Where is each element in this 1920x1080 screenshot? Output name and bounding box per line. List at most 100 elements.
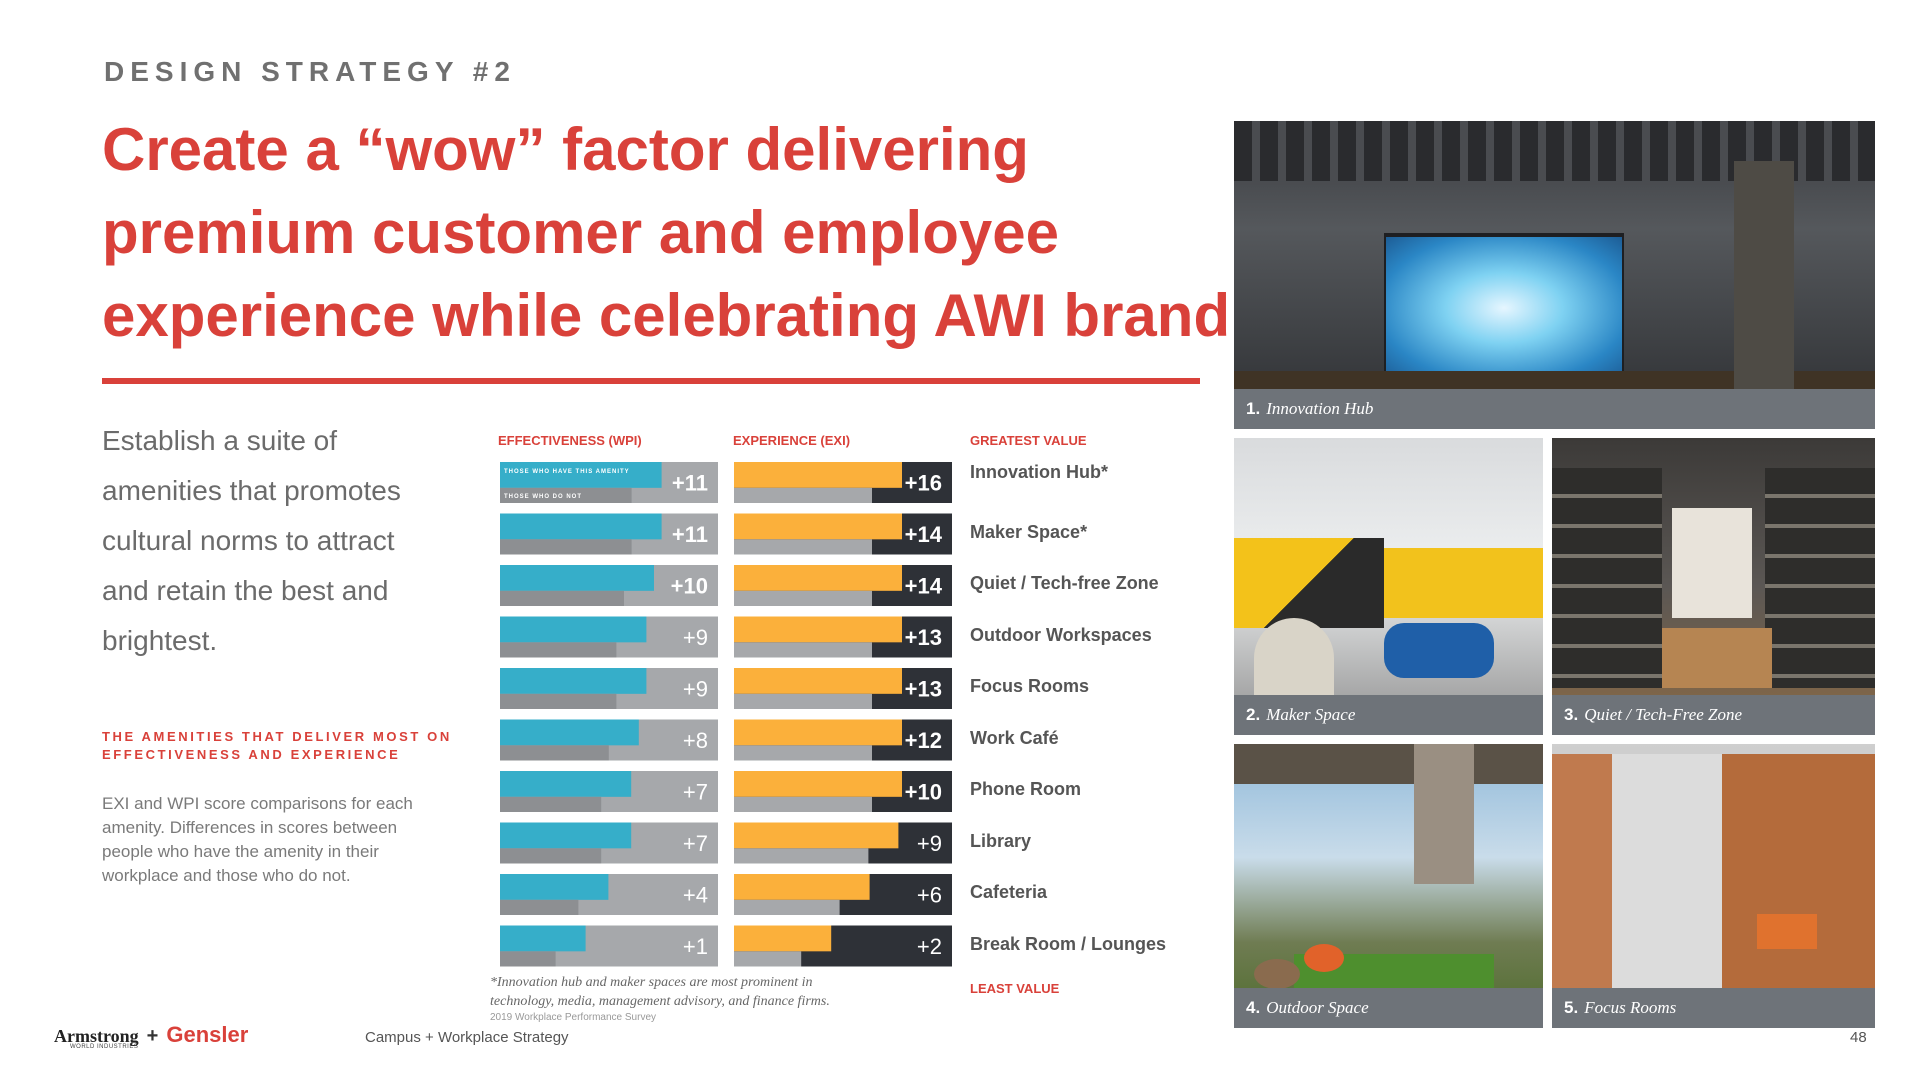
description-line: workplace and those who do not.: [102, 866, 351, 885]
amenity-score-chart: +11 THOSE WHO HAVE THIS AMENITY THOSE WHO …: [500, 462, 952, 967]
wpi-value-label: +1: [683, 934, 708, 959]
page-number: 48: [1850, 1029, 1867, 1046]
photo-maker-space: 2. Maker Space: [1234, 438, 1543, 735]
wpi-bar-not: [500, 848, 602, 864]
exi-bar-have: [734, 925, 832, 952]
armstrong-logo-subtext: WORLD INDUSTRIES: [70, 1044, 139, 1050]
wpi-value-label: +11: [672, 471, 708, 496]
amenity-label: Phone Room: [970, 779, 1081, 799]
chart-footnote: *Innovation hub and maker spaces are mos…: [490, 973, 930, 1011]
intro-line: and retain the best and: [102, 575, 389, 606]
wpi-value-label: +7: [683, 780, 708, 805]
exi-bar-not: [734, 590, 872, 606]
exi-value-label: +13: [905, 625, 942, 650]
amenity-label: Library: [970, 830, 1032, 851]
wpi-bar-not: [500, 796, 602, 812]
wpi-bar-have: [500, 565, 654, 591]
description-line: EXI and WPI score comparisons for each: [102, 794, 413, 813]
wpi-bar-not: [500, 899, 579, 915]
greatest-value-label: GREATEST VALUE: [970, 433, 1087, 448]
footer-label: Campus + Workplace Strategy: [365, 1029, 569, 1046]
amenities-subheading: THE AMENITIES THAT DELIVER MOST ON EFFEC…: [102, 728, 462, 764]
intro-line: amenities that promotes: [102, 475, 401, 506]
exi-bar-not: [734, 951, 802, 967]
wpi-bar-not: [500, 693, 617, 709]
cork-wall-left: [1552, 754, 1612, 994]
intro-text: Establish a suite of amenities that prom…: [102, 416, 452, 666]
building: [1414, 744, 1474, 884]
wpi-value-label: +9: [683, 625, 708, 650]
exi-bar-have: [734, 616, 902, 643]
headline: Create a “wow” factor delivering premium…: [102, 108, 1230, 357]
wpi-bar-not: [500, 951, 556, 967]
footnote-line: technology, media, management advisory, …: [490, 994, 830, 1009]
back-wall: [1672, 508, 1752, 618]
armstrong-logo: Armstrong: [54, 1026, 139, 1046]
wpi-bar-have: [500, 874, 609, 900]
logo-plus: +: [146, 1025, 159, 1047]
orange-seat: [1304, 944, 1344, 972]
wpi-column-heading: EFFECTIVENESS (WPI): [498, 433, 642, 448]
amenity-label: Cafeteria: [970, 882, 1048, 902]
exi-bar-not: [734, 642, 872, 658]
wpi-value-label: +10: [671, 574, 708, 599]
wpi-bar-not: [500, 487, 632, 503]
survey-source: 2019 Workplace Performance Survey: [490, 1012, 657, 1023]
exi-value-label: +16: [905, 471, 942, 496]
subheading-line: EFFECTIVENESS AND EXPERIENCE: [102, 747, 401, 762]
wpi-value-label: +4: [683, 883, 708, 908]
exi-bar-have: [734, 719, 902, 746]
exi-column-heading: EXPERIENCE (EXI): [733, 433, 851, 448]
exi-bar-have: [734, 462, 902, 488]
intro-line: Establish a suite of: [102, 425, 338, 456]
intro-line: cultural norms to attract: [102, 525, 395, 556]
photo-caption: 2. Maker Space: [1234, 695, 1543, 735]
exi-value-label: +9: [917, 831, 942, 856]
amenity-label: Work Café: [970, 727, 1059, 748]
exi-bar-have: [734, 513, 902, 540]
caption-label: Maker Space: [1266, 705, 1356, 724]
exi-bar-not: [734, 848, 869, 864]
caption-number: 2.: [1246, 705, 1261, 724]
wpi-bar-have: [500, 462, 662, 488]
exi-bar-not: [734, 796, 872, 812]
yellow-wall: [1234, 538, 1384, 628]
footer-logos: Armstrong + Gensler WORLD INDUSTRIES: [54, 1022, 248, 1052]
exi-bar-not: [734, 487, 872, 503]
amenity-label: Quiet / Tech-free Zone: [970, 573, 1159, 593]
wpi-value-label: +11: [672, 522, 708, 547]
caption-label: Outdoor Space: [1266, 998, 1369, 1017]
photo-innovation-hub: 1. Innovation Hub: [1234, 121, 1875, 429]
design-strategy-kicker: DESIGN STRATEGY #2: [104, 56, 516, 87]
right-shelving: [1765, 468, 1875, 688]
subheading-line: THE AMENITIES THAT DELIVER MOST ON: [102, 729, 452, 744]
headline-line-2: premium customer and employee: [102, 199, 1059, 266]
amenity-label: Focus Rooms: [970, 676, 1090, 696]
photo-caption: 3. Quiet / Tech-Free Zone: [1552, 695, 1875, 735]
photo-focus-rooms: 5. Focus Rooms: [1552, 744, 1875, 1028]
wpi-bar-have: [500, 616, 647, 643]
legend-have: THOSE WHO HAVE THIS AMENITY: [504, 469, 630, 475]
wpi-value-label: +9: [683, 677, 708, 702]
wpi-bar-not: [500, 539, 632, 555]
wpi-bar-not: [500, 590, 624, 606]
wpi-bar-have: [500, 719, 639, 746]
brown-seat: [1254, 959, 1300, 989]
wpi-bar-not: [500, 642, 617, 658]
exi-value-label: +14: [905, 522, 943, 547]
ladder: [1734, 161, 1794, 401]
exi-value-label: +14: [905, 574, 943, 599]
amenity-label: Break Room / Lounges: [970, 933, 1167, 954]
canopy: [1234, 744, 1543, 784]
caption-label: Innovation Hub: [1266, 399, 1374, 418]
exi-bar-not: [734, 899, 840, 915]
exi-value-label: +10: [905, 780, 942, 805]
gensler-logo: Gensler: [166, 1022, 249, 1047]
least-value-label: LEAST VALUE: [970, 981, 1060, 996]
amenity-label: Maker Space*: [970, 521, 1088, 542]
exi-bar-not: [734, 745, 872, 761]
amenity-label: Innovation Hub*: [970, 462, 1108, 482]
yellow-wall-right: [1384, 548, 1543, 618]
floor: [1234, 371, 1875, 389]
photo-caption: 4. Outdoor Space: [1234, 988, 1543, 1028]
